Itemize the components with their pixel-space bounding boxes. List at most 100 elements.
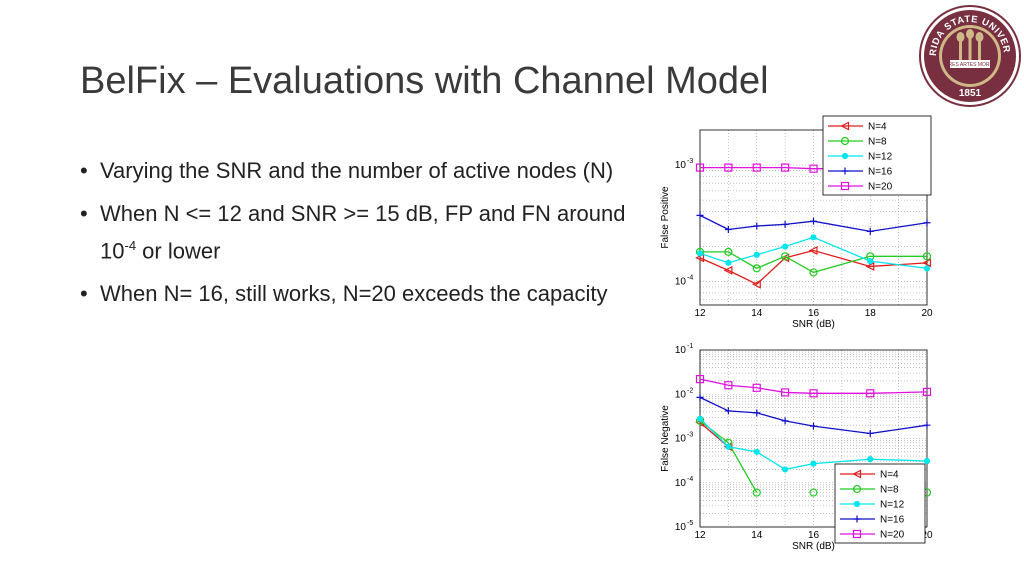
x-tick-label: 16 xyxy=(808,308,820,319)
marker xyxy=(753,251,760,258)
marker xyxy=(810,460,817,467)
marker xyxy=(809,164,818,173)
y-tick-exponent: -5 xyxy=(687,520,693,527)
marker xyxy=(753,448,760,455)
marker xyxy=(695,374,705,384)
y-tick-label: 10 xyxy=(675,522,687,533)
legend-label: N=16 xyxy=(868,167,893,178)
bullet-text: Varying the SNR and the number of active… xyxy=(100,158,614,183)
marker xyxy=(696,211,704,219)
marker xyxy=(782,466,789,473)
marker xyxy=(809,389,818,398)
series-n-16 xyxy=(696,211,931,235)
marker xyxy=(853,515,861,523)
legend: N=4 N=8 N=12 N=16 N=20 xyxy=(822,115,932,196)
x-tick-label: 20 xyxy=(921,530,933,541)
y-tick-label: 10 xyxy=(675,277,687,288)
marker xyxy=(723,265,733,275)
marker xyxy=(923,457,931,465)
marker xyxy=(852,469,862,479)
bullet-item: • When N <= 12 and SNR >= 15 dB, FP and F… xyxy=(80,201,626,264)
marker xyxy=(781,220,789,228)
marker xyxy=(696,415,704,422)
y-tick-exponent: -3 xyxy=(687,432,693,439)
fsu-seal-logo: FLORIDA STATE UNIVERSITY VIRES ARTES MOR… xyxy=(918,4,1021,107)
y-tick-exponent: -1 xyxy=(687,343,693,350)
legend-label: N=20 xyxy=(880,530,905,541)
bullet-item: • Varying the SNR and the number of activ… xyxy=(80,158,614,183)
marker xyxy=(840,136,850,146)
series-n-12 xyxy=(696,234,931,272)
x-axis-label: SNR (dB) xyxy=(792,541,835,552)
marker xyxy=(781,388,790,397)
legend-label: N=8 xyxy=(868,137,887,148)
logo-ribbon-text: VIRES ARTES MORES xyxy=(944,62,997,68)
x-axis-label: SNR (dB) xyxy=(792,319,835,330)
marker xyxy=(724,247,733,256)
marker xyxy=(865,261,875,271)
y-tick-label: 10 xyxy=(675,345,687,356)
marker xyxy=(752,383,761,392)
marker xyxy=(696,250,704,257)
legend-label: N=4 xyxy=(880,470,899,481)
marker xyxy=(808,246,818,255)
marker xyxy=(922,387,932,397)
marker xyxy=(852,484,862,494)
marker xyxy=(866,389,875,398)
marker xyxy=(841,167,849,175)
marker xyxy=(866,429,874,437)
bullet-text-post: or lower xyxy=(136,238,221,264)
marker xyxy=(725,259,732,266)
marker xyxy=(695,163,705,172)
marker xyxy=(724,381,733,390)
marker xyxy=(840,181,850,191)
marker xyxy=(840,121,850,131)
series-line xyxy=(699,378,928,394)
legend: N=4 N=8 N=12 N=16 N=20 xyxy=(834,463,926,544)
x-tick-label: 12 xyxy=(694,308,706,319)
x-tick-label: 14 xyxy=(751,530,763,541)
y-tick-exponent: -3 xyxy=(687,158,693,165)
marker xyxy=(923,421,931,429)
y-axis-label: False Positive xyxy=(660,186,671,249)
x-tick-label: 18 xyxy=(865,308,877,319)
bullet-item: • When N= 16, still works, N=20 exceeds t… xyxy=(80,281,608,307)
x-tick-label: 14 xyxy=(751,308,763,319)
series-n-12 xyxy=(696,415,931,473)
marker xyxy=(724,163,733,172)
marker xyxy=(810,234,817,241)
y-tick-exponent: -2 xyxy=(687,387,693,394)
x-tick-label: 12 xyxy=(694,530,706,541)
marker xyxy=(922,252,932,261)
logo-year-text: 1851 xyxy=(959,88,982,99)
series-line xyxy=(700,251,927,274)
marker xyxy=(724,225,732,233)
marker xyxy=(867,456,874,463)
marker xyxy=(781,417,789,425)
marker xyxy=(841,152,849,160)
series-n-16 xyxy=(696,393,931,437)
legend-label: N=12 xyxy=(880,500,905,511)
y-tick-label: 10 xyxy=(675,160,687,171)
marker xyxy=(866,227,874,235)
marker xyxy=(753,409,761,417)
marker xyxy=(810,217,817,225)
slide-title: BelFix – Evaluations with Channel Model xyxy=(80,60,769,102)
marker xyxy=(867,258,874,265)
marker xyxy=(752,264,761,273)
marker xyxy=(809,488,818,497)
marker xyxy=(753,222,761,230)
bullet-text-pre: When N <= 12 and SNR >= 15 dB, FP and FN… xyxy=(100,201,626,264)
plot-frame xyxy=(699,349,928,528)
y-tick-exponent: -4 xyxy=(687,476,693,483)
marker xyxy=(809,268,818,277)
bullet-superscript: -4 xyxy=(124,238,137,253)
legend-label: N=12 xyxy=(868,152,893,163)
marker xyxy=(782,243,789,250)
legend-label: N=4 xyxy=(868,122,887,133)
y-axis-label: False Negative xyxy=(660,405,671,472)
marker xyxy=(725,443,732,450)
marker xyxy=(923,219,931,227)
